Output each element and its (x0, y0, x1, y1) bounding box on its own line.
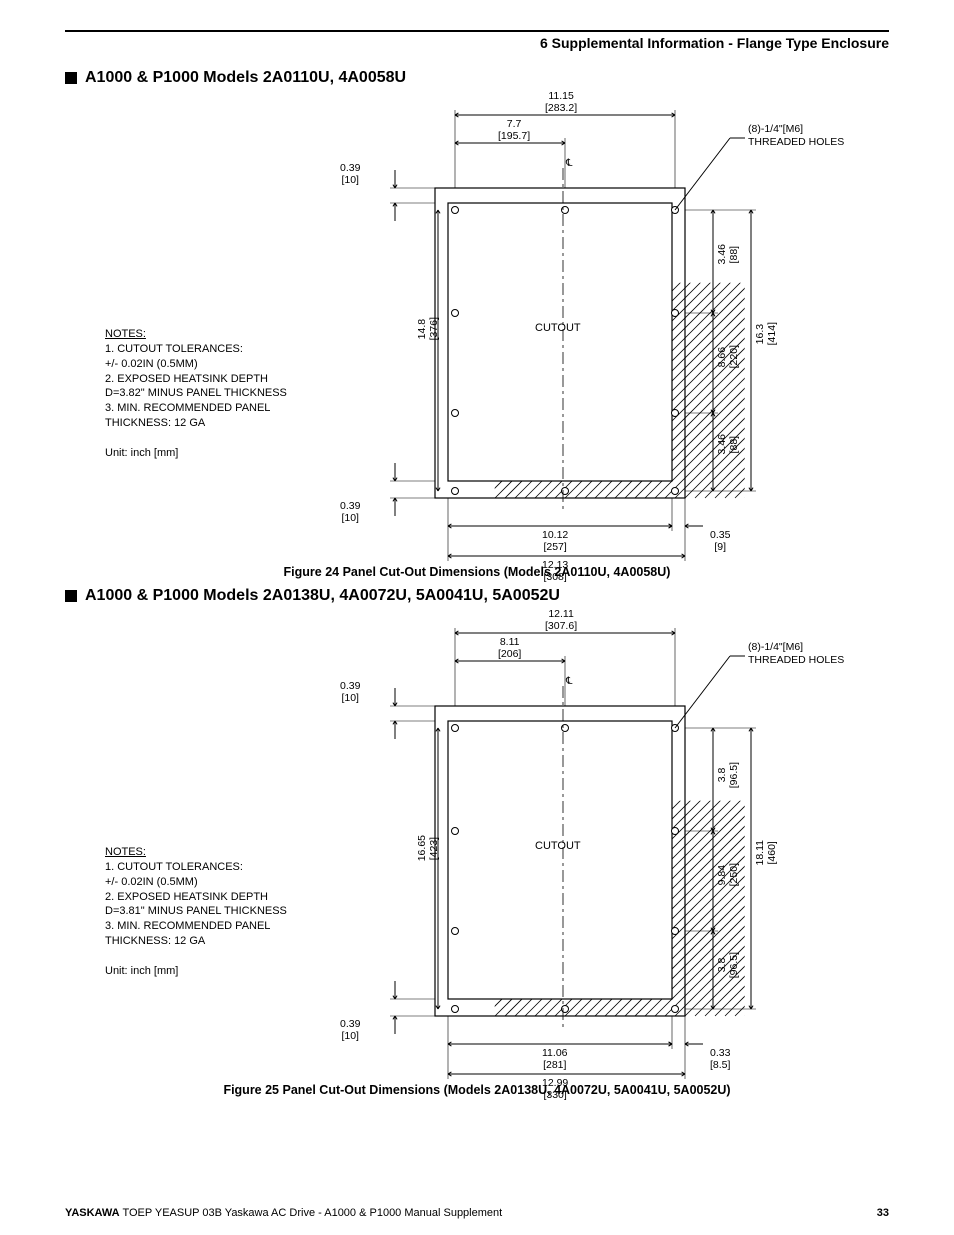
notes-title: NOTES: (105, 328, 146, 340)
dim-bot-outer: 12.99[330] (542, 1077, 568, 1101)
threaded-holes-callout: (8)-1/4"[M6]THREADED HOLES (748, 641, 844, 666)
note-item: 1. CUTOUT TOLERANCES: +/- 0.02IN (0.5MM) (105, 342, 325, 372)
section-title-text: A1000 & P1000 Models 2A0110U, 4A0058U (85, 69, 406, 87)
notes-block: NOTES: 1. CUTOUT TOLERANCES: +/- 0.02IN … (105, 327, 325, 461)
figure: ℄ 12.11[307.6] 8.11[206] 0.39[10] 0.39[1… (65, 611, 889, 1081)
dim-bot-inner: 10.12[257] (542, 529, 568, 553)
page-header: 6 Supplemental Information - Flange Type… (65, 35, 889, 51)
dim-right-top: 3.8[96.5] (716, 762, 740, 788)
unit-label: Unit: inch [mm] (105, 964, 325, 979)
dim-bot-outer: 12.13[308] (542, 559, 568, 583)
note-item: 1. CUTOUT TOLERANCES: +/- 0.02IN (0.5MM) (105, 860, 325, 890)
dim-right-bot: 3.46[88] (716, 434, 740, 454)
dim-top-inner: 8.11[206] (498, 636, 521, 660)
figure-caption: Figure 25 Panel Cut-Out Dimensions (Mode… (65, 1083, 889, 1097)
svg-text:℄: ℄ (565, 158, 573, 169)
dim-bot-inner: 11.06[281] (542, 1047, 568, 1071)
svg-text:℄: ℄ (565, 676, 573, 687)
cutout-label: CUTOUT (535, 840, 581, 853)
dim-top-outer: 11.15[283.2] (545, 90, 577, 114)
threaded-holes-callout: (8)-1/4"[M6]THREADED HOLES (748, 123, 844, 148)
footer-doc: YASKAWA TOEP YEASUP 03B Yaskawa AC Drive… (65, 1207, 502, 1219)
section-title: A1000 & P1000 Models 2A0138U, 4A0072U, 5… (65, 587, 889, 605)
notes-title: NOTES: (105, 846, 146, 858)
figures-container: A1000 & P1000 Models 2A0110U, 4A0058U ℄ … (65, 69, 889, 1097)
dim-top-inner: 7.7[195.7] (498, 118, 530, 142)
dim-right-bot: 3.8[96.5] (716, 952, 740, 978)
dim-left-bot: 0.39[10] (340, 500, 360, 524)
section-title-text: A1000 & P1000 Models 2A0138U, 4A0072U, 5… (85, 587, 560, 605)
cutout-label: CUTOUT (535, 322, 581, 335)
note-item: 2. EXPOSED HEATSINK DEPTH D=3.81" MINUS … (105, 890, 325, 920)
dim-bot-right: 0.33[8.5] (710, 1047, 730, 1071)
dim-right-top: 3.46[88] (716, 244, 740, 264)
section-title: A1000 & P1000 Models 2A0110U, 4A0058U (65, 69, 889, 87)
dim-bot-right: 0.35[9] (710, 529, 730, 553)
footer-page: 33 (877, 1207, 889, 1219)
dim-left-top: 0.39[10] (340, 680, 360, 704)
dim-top-outer: 12.11[307.6] (545, 608, 577, 632)
dim-right-outer: 16.3[414] (754, 322, 778, 345)
dim-right-mid: 8.66[220] (716, 345, 740, 368)
square-bullet-icon (65, 72, 77, 84)
dim-right-outer: 18.11[460] (754, 840, 778, 866)
square-bullet-icon (65, 590, 77, 602)
figure-caption: Figure 24 Panel Cut-Out Dimensions (Mode… (65, 565, 889, 579)
figure: ℄ 11.15[283.2] 7.7[195.7] 0.39[10] 0.39[… (65, 93, 889, 563)
dim-left-bot: 0.39[10] (340, 1018, 360, 1042)
footer-text: TOEP YEASUP 03B Yaskawa AC Drive - A1000… (122, 1207, 502, 1219)
dim-left-height: 16.65[423] (416, 835, 440, 861)
notes-block: NOTES: 1. CUTOUT TOLERANCES: +/- 0.02IN … (105, 845, 325, 979)
footer-brand: YASKAWA (65, 1207, 120, 1219)
page: 6 Supplemental Information - Flange Type… (0, 0, 954, 1097)
note-item: 3. MIN. RECOMMENDED PANEL THICKNESS: 12 … (105, 401, 325, 431)
note-item: 2. EXPOSED HEATSINK DEPTH D=3.82" MINUS … (105, 372, 325, 402)
note-item: 3. MIN. RECOMMENDED PANEL THICKNESS: 12 … (105, 919, 325, 949)
unit-label: Unit: inch [mm] (105, 446, 325, 461)
dim-left-height: 14.8[376] (416, 317, 440, 340)
footer: YASKAWA TOEP YEASUP 03B Yaskawa AC Drive… (65, 1207, 889, 1219)
header-rule (65, 30, 889, 32)
dim-right-mid: 9.84[250] (716, 863, 740, 886)
dim-left-top: 0.39[10] (340, 162, 360, 186)
